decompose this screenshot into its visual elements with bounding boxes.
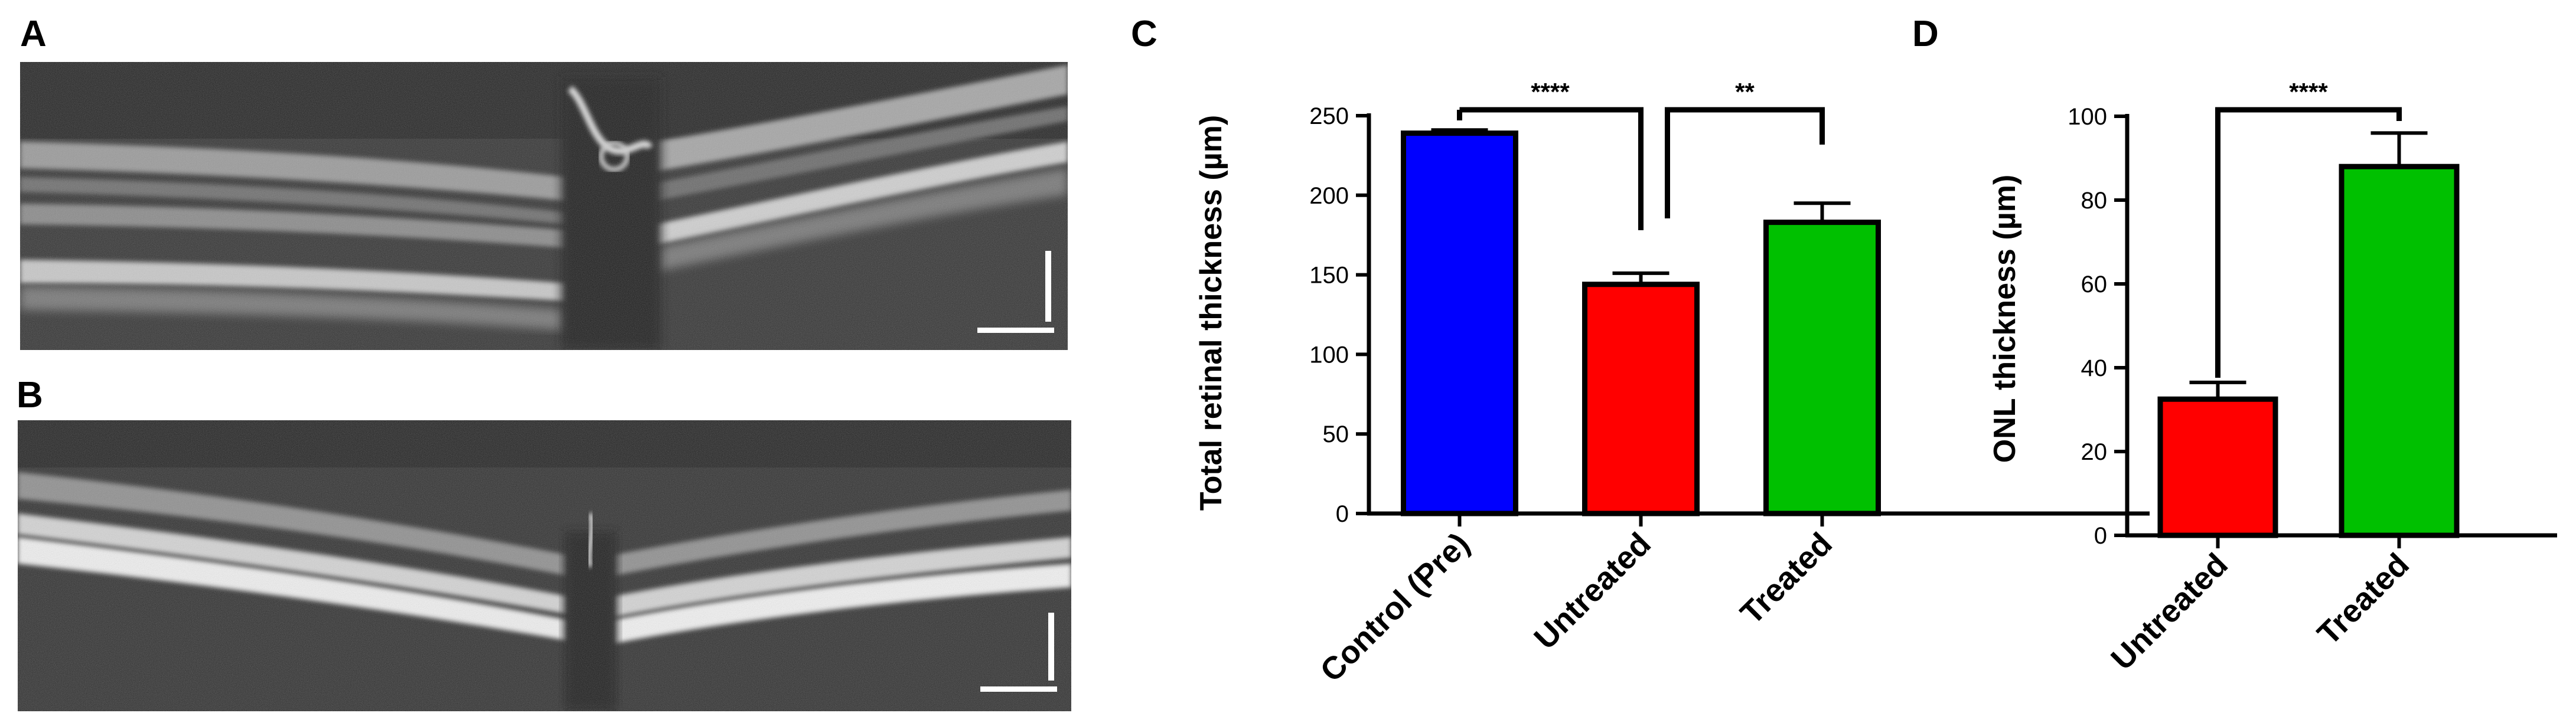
scale-bar-a: [977, 251, 1054, 333]
panel-label-c: C: [1131, 14, 1157, 54]
chart-onl-thickness: 0 20 40 60 80 100 ONL thickness (µm) Untreated T…: [1988, 78, 2557, 677]
significance-bracket: [1665, 107, 1825, 218]
x-tick-label: Treated: [1734, 526, 1839, 631]
y-tick-label: 50: [1323, 421, 1349, 447]
y-tick-label: 80: [2081, 188, 2108, 214]
significance-bracket: [1459, 107, 1644, 230]
x-tick-label: Control (Pre): [1313, 526, 1476, 689]
y-tick-label: 100: [2068, 104, 2107, 130]
bar-control-pre: [1401, 130, 1518, 516]
y-tick-label: 60: [2081, 272, 2108, 297]
y-tick-label: 200: [1309, 183, 1349, 209]
y-axis-title: ONL thickness (µm): [1988, 175, 2022, 463]
bar-untreated: [1582, 282, 1700, 516]
y-tick-label: 100: [1309, 342, 1349, 368]
panel-label-b: B: [17, 375, 43, 416]
y-tick-label: 0: [1336, 501, 1349, 527]
bar-treated: [2339, 163, 2460, 538]
x-tick-label: Treated: [2311, 547, 2416, 652]
x-tick-label: Untreated: [2104, 547, 2235, 677]
y-tick-label: 20: [2081, 439, 2108, 465]
panel-label-a: A: [20, 14, 47, 54]
bar-untreated: [2157, 396, 2278, 538]
scale-bar-b: [980, 613, 1057, 692]
significance-label: **: [1735, 78, 1755, 106]
panel-label-d: D: [1912, 14, 1939, 54]
significance-label: ****: [2289, 78, 2328, 106]
significance-label: ****: [1531, 78, 1570, 106]
x-tick-label: Untreated: [1527, 526, 1658, 656]
bar-treated: [1763, 220, 1881, 516]
significance-bracket: [2215, 107, 2402, 378]
oct-image-a: [20, 62, 1068, 350]
y-tick-label: 40: [2081, 355, 2108, 381]
y-tick-label: 0: [2094, 523, 2107, 549]
y-axis-title: Total retinal thickness (µm): [1194, 115, 1228, 511]
y-tick-label: 150: [1309, 263, 1349, 289]
oct-image-b: [18, 420, 1071, 711]
y-tick-label: 250: [1309, 103, 1349, 129]
